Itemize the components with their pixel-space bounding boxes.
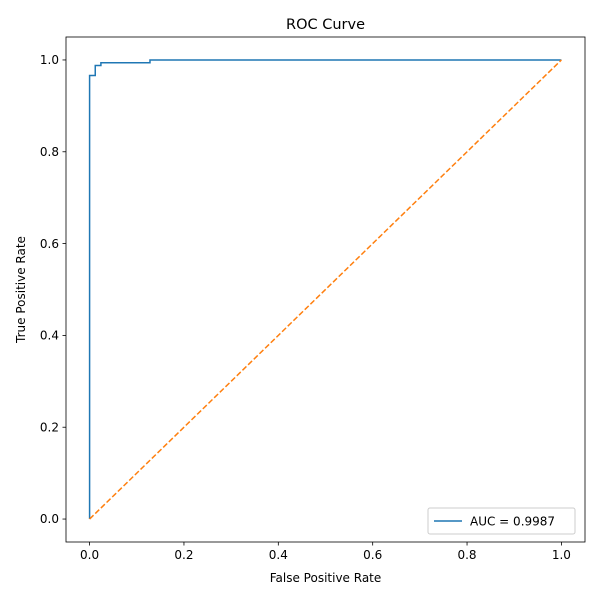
y-tick-label: 1.0 [40, 53, 59, 67]
legend-label: AUC = 0.9987 [470, 514, 555, 528]
x-tick-label: 0.4 [269, 548, 288, 562]
y-axis: 0.0 0.2 0.4 0.6 0.8 1.0 [40, 53, 66, 526]
legend-box [427, 507, 576, 535]
y-tick-label: 0.8 [40, 145, 59, 159]
x-tick-label: 0.8 [457, 548, 476, 562]
y-tick-label: 0.6 [40, 237, 59, 251]
y-axis-label: True Positive Rate [14, 236, 28, 344]
series-layer [88, 59, 562, 520]
x-tick-label: 0.2 [174, 548, 193, 562]
x-axis: 0.0 0.2 0.4 0.6 0.8 1.0 [80, 542, 571, 562]
y-tick-label: 0.2 [40, 420, 59, 434]
plot-frame [65, 36, 586, 543]
y-tick-label: 0.0 [40, 512, 59, 526]
roc-curve-line [88, 59, 562, 520]
x-axis-label: False Positive Rate [270, 571, 382, 585]
legend: AUC = 0.9987 [427, 507, 576, 535]
chart-title: ROC Curve [286, 17, 365, 33]
chance-diagonal-line [89, 59, 562, 520]
x-tick-label: 1.0 [552, 548, 571, 562]
x-tick-label: 0.0 [80, 548, 99, 562]
x-tick-label: 0.6 [363, 548, 382, 562]
y-tick-label: 0.4 [40, 329, 59, 343]
